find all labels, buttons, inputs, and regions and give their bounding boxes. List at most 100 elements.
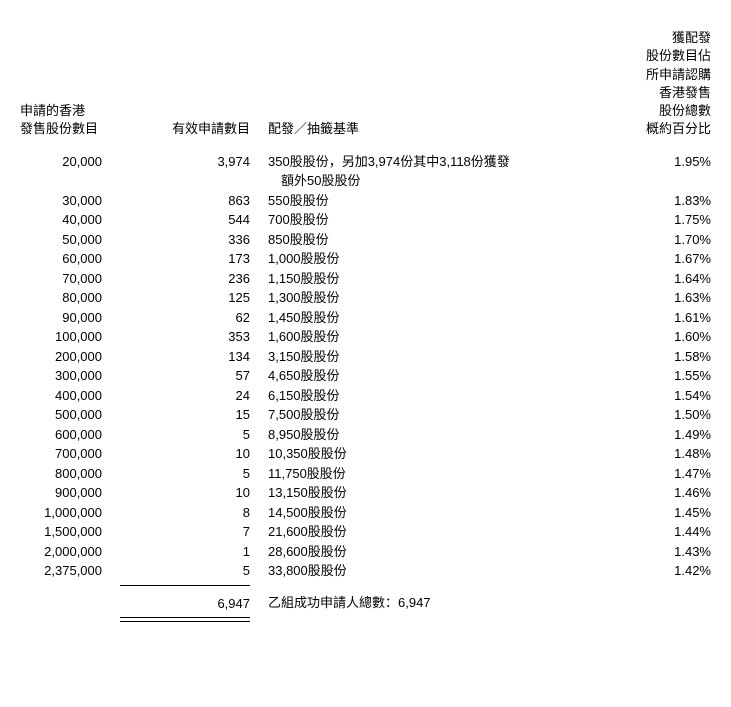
table-row: 1,000,000814,500股股份1.45% [20, 503, 711, 523]
cell-pct: 1.61% [603, 308, 711, 328]
cell-shares-applied: 600,000 [20, 425, 120, 445]
table-row: 700,0001010,350股股份1.48% [20, 444, 711, 464]
cell-basis: 33,800股股份 [268, 561, 603, 581]
table-row: 50,000336 850股股份1.70% [20, 230, 711, 250]
cell-shares-applied: 50,000 [20, 230, 120, 250]
cell-shares-applied: 400,000 [20, 386, 120, 406]
cell-valid-applications: 3,974 [120, 152, 250, 172]
cell-valid-applications: 336 [120, 230, 250, 250]
cell-shares-applied: 20,000 [20, 152, 120, 172]
cell-shares-applied: 700,000 [20, 444, 120, 464]
cell-valid-applications: 5 [120, 464, 250, 484]
cell-basis: 850股股份 [268, 230, 603, 250]
hdr-col5-l4: 香港發售 [603, 85, 711, 103]
cell-shares-applied: 70,000 [20, 269, 120, 289]
table-row: 800,000511,750股股份1.47% [20, 464, 711, 484]
cell-shares-applied: 60,000 [20, 249, 120, 269]
cell-shares-applied: 300,000 [20, 366, 120, 386]
cell-pct: 1.50% [603, 405, 711, 425]
cell-valid-applications: 236 [120, 269, 250, 289]
cell-valid-applications: 10 [120, 483, 250, 503]
cell-valid-applications: 5 [120, 425, 250, 445]
hdr-col1-l2: 發售股份數目 [20, 121, 120, 151]
table-row: 300,00057 4,650股股份1.55% [20, 366, 711, 386]
cell-valid-applications: 62 [120, 308, 250, 328]
cell-shares-applied: 30,000 [20, 191, 120, 211]
cell-basis: 14,500股股份 [268, 503, 603, 523]
cell-pct: 1.54% [603, 386, 711, 406]
cell-valid-applications: 1 [120, 542, 250, 562]
cell-valid-applications: 125 [120, 288, 250, 308]
cell-basis: 11,750股股份 [268, 464, 603, 484]
cell-pct: 1.70% [603, 230, 711, 250]
cell-basis: 1,000股股份 [268, 249, 603, 269]
cell-basis: 550股股份 [268, 191, 603, 211]
cell-basis: 350股股份，另加3,974份其中3,118份獲發 [268, 152, 603, 172]
table-row: 60,000173 1,000股股份1.67% [20, 249, 711, 269]
cell-valid-applications: 15 [120, 405, 250, 425]
hdr-col4: 配發／抽籤基準 [268, 121, 603, 151]
cell-valid-applications: 5 [120, 561, 250, 581]
table-row: 40,000544700股股份1.75% [20, 210, 711, 230]
cell-pct: 1.64% [603, 269, 711, 289]
cell-valid-applications: 134 [120, 347, 250, 367]
table-row: 100,0003531,600股股份1.60% [20, 327, 711, 347]
cell-shares-applied: 40,000 [20, 210, 120, 230]
cell-valid-applications: 863 [120, 191, 250, 211]
cell-basis: 1,300股股份 [268, 288, 603, 308]
total-label: 乙組成功申請人總數：6,947 [268, 585, 603, 613]
cell-pct: 1.42% [603, 561, 711, 581]
hdr-col5-l1: 獲配發 [603, 30, 711, 48]
cell-shares-applied: 90,000 [20, 308, 120, 328]
total-sum: 6,947 [120, 585, 250, 613]
table-row: 20,0003,974 350股股份，另加3,974份其中3,118份獲發1.95… [20, 152, 711, 172]
allocation-table: 獲配發 股份數目佔 所申請認購 香港發售 申請的香港 股份總數 發售股份數目 有… [20, 30, 711, 622]
cell-pct: 1.46% [603, 483, 711, 503]
table-row: 90,00062 1,450股股份1.61% [20, 308, 711, 328]
cell-basis: 1,600股股份 [268, 327, 603, 347]
cell-basis: 700股股份 [268, 210, 603, 230]
hdr-col2: 有效申請數目 [120, 121, 250, 151]
cell-valid-applications: 24 [120, 386, 250, 406]
cell-basis: 8,950股股份 [268, 425, 603, 445]
cell-shares-applied: 1,000,000 [20, 503, 120, 523]
cell-pct: 1.55% [603, 366, 711, 386]
cell-valid-applications: 173 [120, 249, 250, 269]
cell-basis: 10,350股股份 [268, 444, 603, 464]
cell-shares-applied: 1,500,000 [20, 522, 120, 542]
table-body: 20,0003,974 350股股份，另加3,974份其中3,118份獲發1.95… [20, 152, 711, 581]
cell-basis: 13,150股股份 [268, 483, 603, 503]
cell-pct: 1.43% [603, 542, 711, 562]
cell-pct: 1.47% [603, 464, 711, 484]
allocation-table-wrap: 獲配發 股份數目佔 所申請認購 香港發售 申請的香港 股份總數 發售股份數目 有… [20, 30, 711, 622]
cell-valid-applications: 544 [120, 210, 250, 230]
cell-shares-applied: 80,000 [20, 288, 120, 308]
table-header: 獲配發 股份數目佔 所申請認購 香港發售 申請的香港 股份總數 發售股份數目 有… [20, 30, 711, 152]
table-row: 70,000236 1,150股股份1.64% [20, 269, 711, 289]
cell-pct: 1.67% [603, 249, 711, 269]
table-row-continuation: 額外50股股份 [20, 171, 711, 191]
table-row: 600,00058,950股股份1.49% [20, 425, 711, 445]
cell-basis: 6,150股股份 [268, 386, 603, 406]
cell-shares-applied: 900,000 [20, 483, 120, 503]
cell-pct: 1.48% [603, 444, 711, 464]
cell-pct: 1.83% [603, 191, 711, 211]
cell-basis: 1,450股股份 [268, 308, 603, 328]
cell-valid-applications: 353 [120, 327, 250, 347]
cell-shares-applied: 200,000 [20, 347, 120, 367]
cell-pct: 1.63% [603, 288, 711, 308]
table-row: 30,000863 550股股份1.83% [20, 191, 711, 211]
cell-shares-applied: 2,375,000 [20, 561, 120, 581]
cell-basis: 21,600股股份 [268, 522, 603, 542]
table-row: 2,000,000128,600股股份1.43% [20, 542, 711, 562]
hdr-col5-l3: 所申請認購 [603, 67, 711, 85]
cell-valid-applications: 57 [120, 366, 250, 386]
cell-pct: 1.44% [603, 522, 711, 542]
cell-pct: 1.95% [603, 152, 711, 172]
cell-basis: 4,650股股份 [268, 366, 603, 386]
cell-pct: 1.58% [603, 347, 711, 367]
cell-valid-applications: 7 [120, 522, 250, 542]
hdr-col5-l6: 概約百分比 [603, 121, 711, 151]
cell-basis: 1,150股股份 [268, 269, 603, 289]
cell-pct: 1.60% [603, 327, 711, 347]
